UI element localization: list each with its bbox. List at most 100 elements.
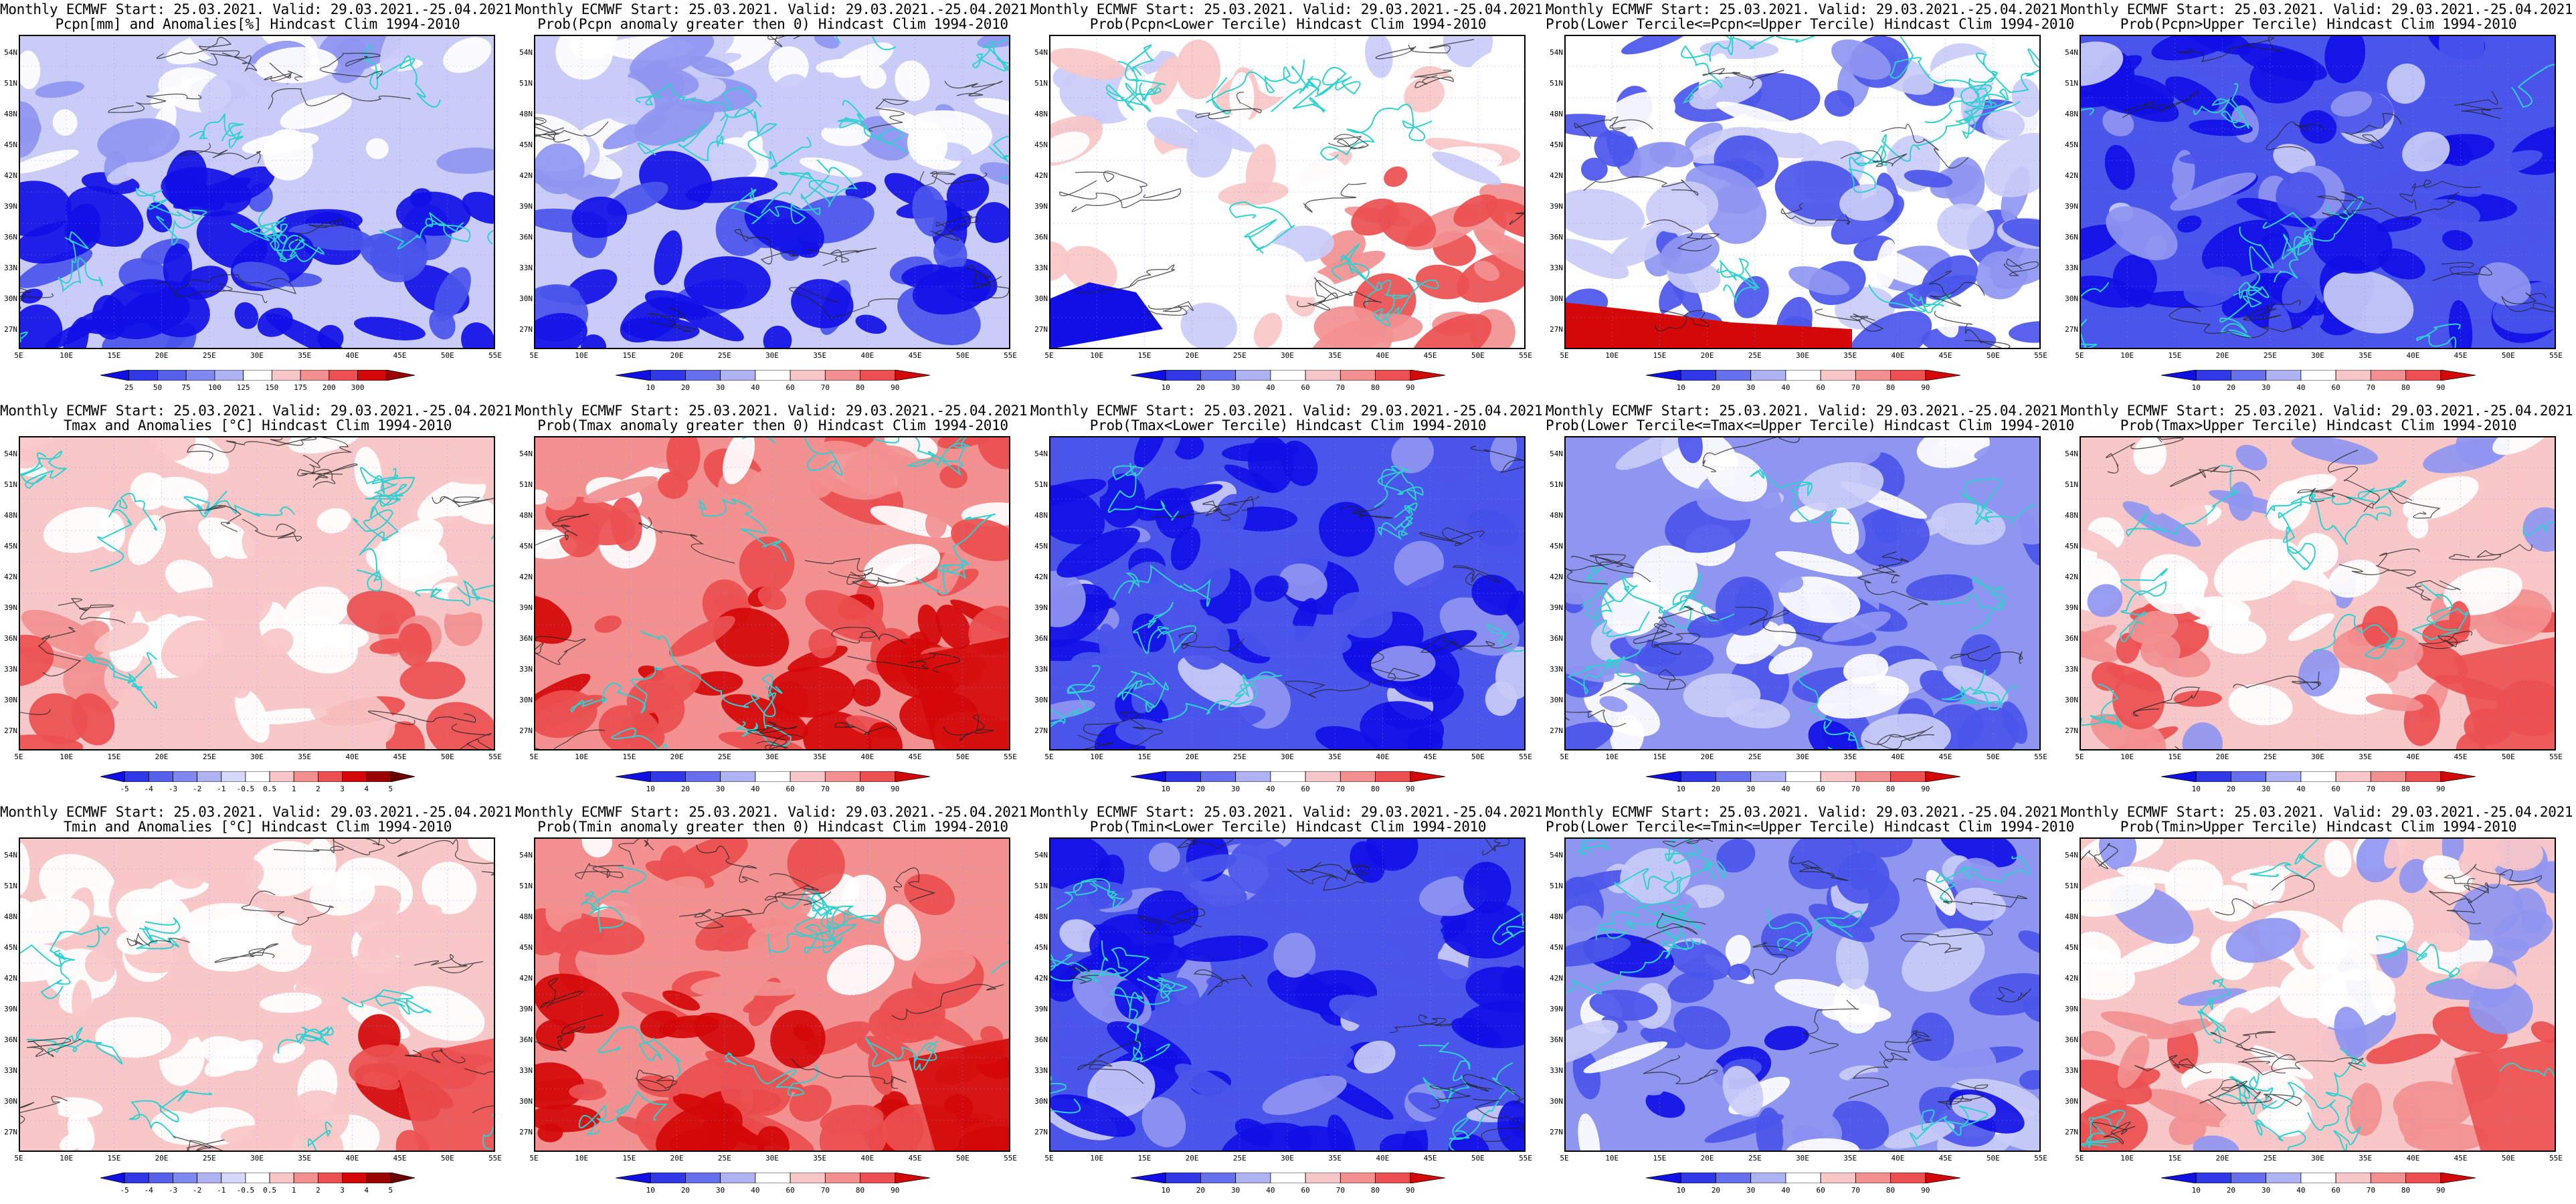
colorbar-tick-label: 30 xyxy=(716,785,725,793)
colorbar-segment xyxy=(1200,1173,1236,1183)
forecast-field-svg xyxy=(534,436,1010,750)
colorbar-tick-label: 90 xyxy=(1921,383,1930,392)
colorbar-segment xyxy=(148,1173,173,1183)
colorbar-segment xyxy=(100,771,125,782)
colorbar-segment xyxy=(650,1173,686,1183)
lat-label: 33N xyxy=(2065,264,2078,272)
lat-label: 48N xyxy=(1550,110,1563,118)
lon-label: 55E xyxy=(1004,752,1017,761)
colorbar-segment xyxy=(1340,771,1376,782)
lon-label: 30E xyxy=(2311,752,2324,761)
lon-label: 50E xyxy=(440,351,454,360)
lon-label: 30E xyxy=(250,351,264,360)
colorbar-segment xyxy=(2405,771,2442,782)
lat-label: 45N xyxy=(1034,542,1048,550)
lat-label: 27N xyxy=(2065,325,2078,334)
lon-label: 10E xyxy=(1090,351,1104,360)
lat-label: 33N xyxy=(4,264,17,272)
lat-label: 51N xyxy=(1550,79,1563,88)
forecast-field-svg xyxy=(1049,436,1526,750)
lon-label: 25E xyxy=(1748,752,1762,761)
colorbar-segment xyxy=(685,370,721,381)
lat-label: 39N xyxy=(2065,603,2078,612)
lat-label: 30N xyxy=(519,294,533,303)
colorbar-segment xyxy=(366,1173,391,1183)
lat-label: 42N xyxy=(4,171,17,180)
colorbar-tick-label: 40 xyxy=(1266,1186,1275,1195)
lon-label: 20E xyxy=(155,351,169,360)
colorbar-segment xyxy=(100,370,130,381)
colorbar-tick-label: -4 xyxy=(144,785,153,793)
lon-label: 35E xyxy=(1843,1154,1857,1163)
colorbar-tick-label: 90 xyxy=(891,1186,900,1195)
colorbar-segment xyxy=(100,1173,125,1183)
colorbar-segment xyxy=(2266,771,2302,782)
lon-label: 30E xyxy=(1796,752,1809,761)
lat-label: 36N xyxy=(1034,233,1048,241)
colorbar-segment xyxy=(173,1173,198,1183)
lon-label: 30E xyxy=(1281,752,1294,761)
panel-title-line1: Monthly ECMWF Start: 25.03.2021. Valid: … xyxy=(0,1,521,17)
colorbar-segment xyxy=(2161,1173,2197,1183)
forecast-field-svg xyxy=(534,35,1010,349)
lon-label: 40E xyxy=(860,1154,875,1163)
colorbar-segment xyxy=(895,771,930,782)
lat-label: 51N xyxy=(1034,79,1048,88)
lat-label: 45N xyxy=(1550,140,1563,149)
lat-label: 39N xyxy=(2065,202,2078,211)
colorbar-segment xyxy=(650,771,686,782)
lon-label: 40E xyxy=(1376,752,1390,761)
lat-label: 33N xyxy=(2065,1066,2078,1075)
lon-label: 20E xyxy=(2215,1154,2229,1163)
colorbar-tick-label: 80 xyxy=(1885,383,1896,392)
lon-label: 20E xyxy=(155,752,169,761)
colorbar-tick-label: 75 xyxy=(181,383,191,392)
forecast-field-svg xyxy=(534,837,1010,1152)
colorbar xyxy=(616,370,930,381)
map-field xyxy=(534,837,1010,1152)
colorbar xyxy=(2161,771,2476,782)
lat-label: 48N xyxy=(1034,511,1048,520)
lat-label: 33N xyxy=(519,264,533,272)
colorbar-tick-label: 40 xyxy=(1781,383,1790,392)
forecast-field-svg xyxy=(19,35,495,349)
lat-label: 45N xyxy=(519,542,533,550)
lon-label: 20E xyxy=(1700,752,1714,761)
lon-label: 50E xyxy=(2501,752,2515,761)
colorbar-tick-label: 30 xyxy=(1746,1186,1756,1195)
map-panel-p13: Monthly ECMWF Start: 25.03.2021. Valid: … xyxy=(1030,803,1551,1204)
lat-label: 54N xyxy=(4,449,17,458)
colorbar-segment xyxy=(1925,771,1960,782)
panel-title-line1: Monthly ECMWF Start: 25.03.2021. Valid: … xyxy=(1546,1,2066,17)
colorbar-segment xyxy=(860,1173,896,1183)
lat-label: 27N xyxy=(519,1128,533,1136)
colorbar-segment xyxy=(1410,1173,1445,1183)
lon-label: 50E xyxy=(1471,752,1485,761)
colorbar-segment xyxy=(342,771,367,782)
lon-label: 35E xyxy=(2359,1154,2373,1163)
lat-label: 36N xyxy=(2065,634,2078,643)
map-panel-p10: Monthly ECMWF Start: 25.03.2021. Valid: … xyxy=(2061,401,2576,803)
lat-label: 42N xyxy=(519,974,533,983)
lat-label: 54N xyxy=(1034,48,1048,57)
colorbar-tick-label: 80 xyxy=(855,383,865,392)
lon-label: 5E xyxy=(2075,752,2084,761)
lon-label: 35E xyxy=(1328,1154,1342,1163)
lat-label: 33N xyxy=(1034,1066,1048,1075)
lat-label: 54N xyxy=(519,449,533,458)
lat-label: 39N xyxy=(4,202,17,211)
lon-label: 15E xyxy=(2168,752,2182,761)
map-field xyxy=(19,837,495,1152)
colorbar-tick-label: 40 xyxy=(751,383,760,392)
lat-label: 51N xyxy=(4,480,17,489)
colorbar-segment xyxy=(755,370,791,381)
lon-label: 10E xyxy=(2120,752,2134,761)
lat-label: 27N xyxy=(1550,1128,1563,1136)
colorbar-segment xyxy=(1340,370,1376,381)
colorbar-tick-label: 1 xyxy=(291,785,296,793)
map-field xyxy=(1049,436,1526,750)
lon-label: 30E xyxy=(1796,1154,1809,1163)
colorbar-tick-label: 30 xyxy=(2262,383,2271,392)
colorbar-tick-label: 30 xyxy=(1231,1186,1240,1195)
colorbar xyxy=(1131,370,1445,381)
